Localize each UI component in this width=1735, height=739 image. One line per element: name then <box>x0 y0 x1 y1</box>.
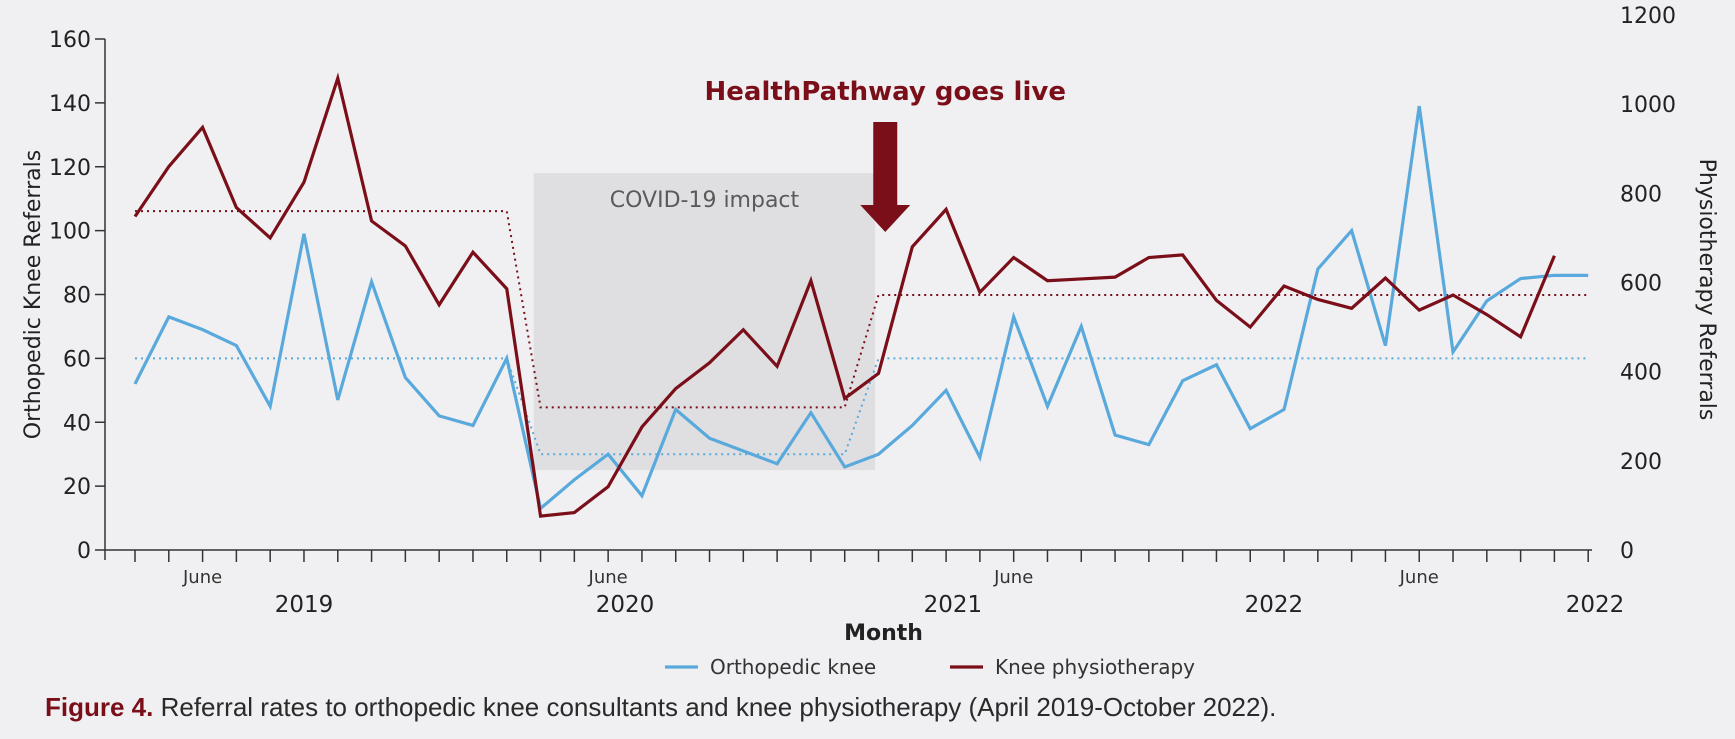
left-axis-tick-label: 120 <box>49 156 91 181</box>
left-axis-tick-label: 100 <box>49 220 91 245</box>
left-axis-tick-label: 60 <box>63 347 91 372</box>
right-axis-tick-label: 200 <box>1620 450 1662 475</box>
x-month-label: June <box>993 567 1033 588</box>
left-axis-tick-label: 160 <box>49 28 91 53</box>
reference-line <box>135 210 1589 409</box>
right-axis-tick-label: 0 <box>1620 539 1634 564</box>
x-month-label: June <box>1399 567 1439 588</box>
left-axis-tick-label: 40 <box>63 411 91 436</box>
axes-group: 0 20 40 60 80 100 120 140 160 Orthopedic Knee Ref… <box>21 4 1719 646</box>
x-axis-title: Month <box>844 621 923 646</box>
series-lines-group <box>133 72 1589 518</box>
legend-group: Orthopedic knee Knee physiotherapy <box>665 655 1195 679</box>
covid-label: COVID-19 impact <box>610 188 800 213</box>
left-axis-tick-label: 20 <box>63 475 91 500</box>
left-axis-title: Orthopedic Knee Referrals <box>21 150 46 439</box>
right-axis-tick-label: 1200 <box>1620 4 1676 29</box>
right-axis-tick-label: 600 <box>1620 272 1662 297</box>
legend-label: Knee physiotherapy <box>995 655 1195 679</box>
x-year-label: 2022 <box>1245 592 1304 618</box>
series-line-knee-physiotherapy <box>133 72 1556 518</box>
series-line-orthopedic-knee <box>133 105 1589 512</box>
x-year-label: 2022 <box>1566 592 1625 618</box>
reference-line <box>135 357 1589 456</box>
x-year-label: 2019 <box>275 592 334 618</box>
left-axis-tick-label: 80 <box>63 284 91 309</box>
legend-label: Orthopedic knee <box>710 655 876 679</box>
reference-lines-group <box>135 210 1589 456</box>
healthpathway-label: HealthPathway goes live <box>705 77 1066 107</box>
x-month-label: June <box>588 567 628 588</box>
healthpathway-arrow-icon <box>860 122 911 232</box>
chart-svg: COVID-19 impact 0 20 40 60 80 100 120 140 160 Ort… <box>21 4 1719 679</box>
x-year-label: 2020 <box>596 592 655 618</box>
right-axis-title: Physiotherapy Referrals <box>1694 159 1719 421</box>
annotations-group: HealthPathway goes live <box>705 77 1066 232</box>
x-month-label: June <box>182 567 222 588</box>
x-year-label: 2021 <box>924 592 983 618</box>
covid-shading-group: COVID-19 impact <box>533 173 876 471</box>
right-axis-tick-label: 1000 <box>1620 93 1676 118</box>
caption-text: Referral rates to orthopedic knee consul… <box>160 692 1277 722</box>
covid-shaded-region <box>533 173 876 471</box>
right-axis-tick-label: 800 <box>1620 182 1662 207</box>
left-axis-tick-label: 0 <box>77 539 91 564</box>
caption-label: Figure 4. <box>45 692 154 722</box>
right-axis-tick-label: 400 <box>1620 361 1662 386</box>
figure-caption: Figure 4. Referral rates to orthopedic k… <box>45 692 1276 723</box>
left-axis-tick-label: 140 <box>49 92 91 117</box>
